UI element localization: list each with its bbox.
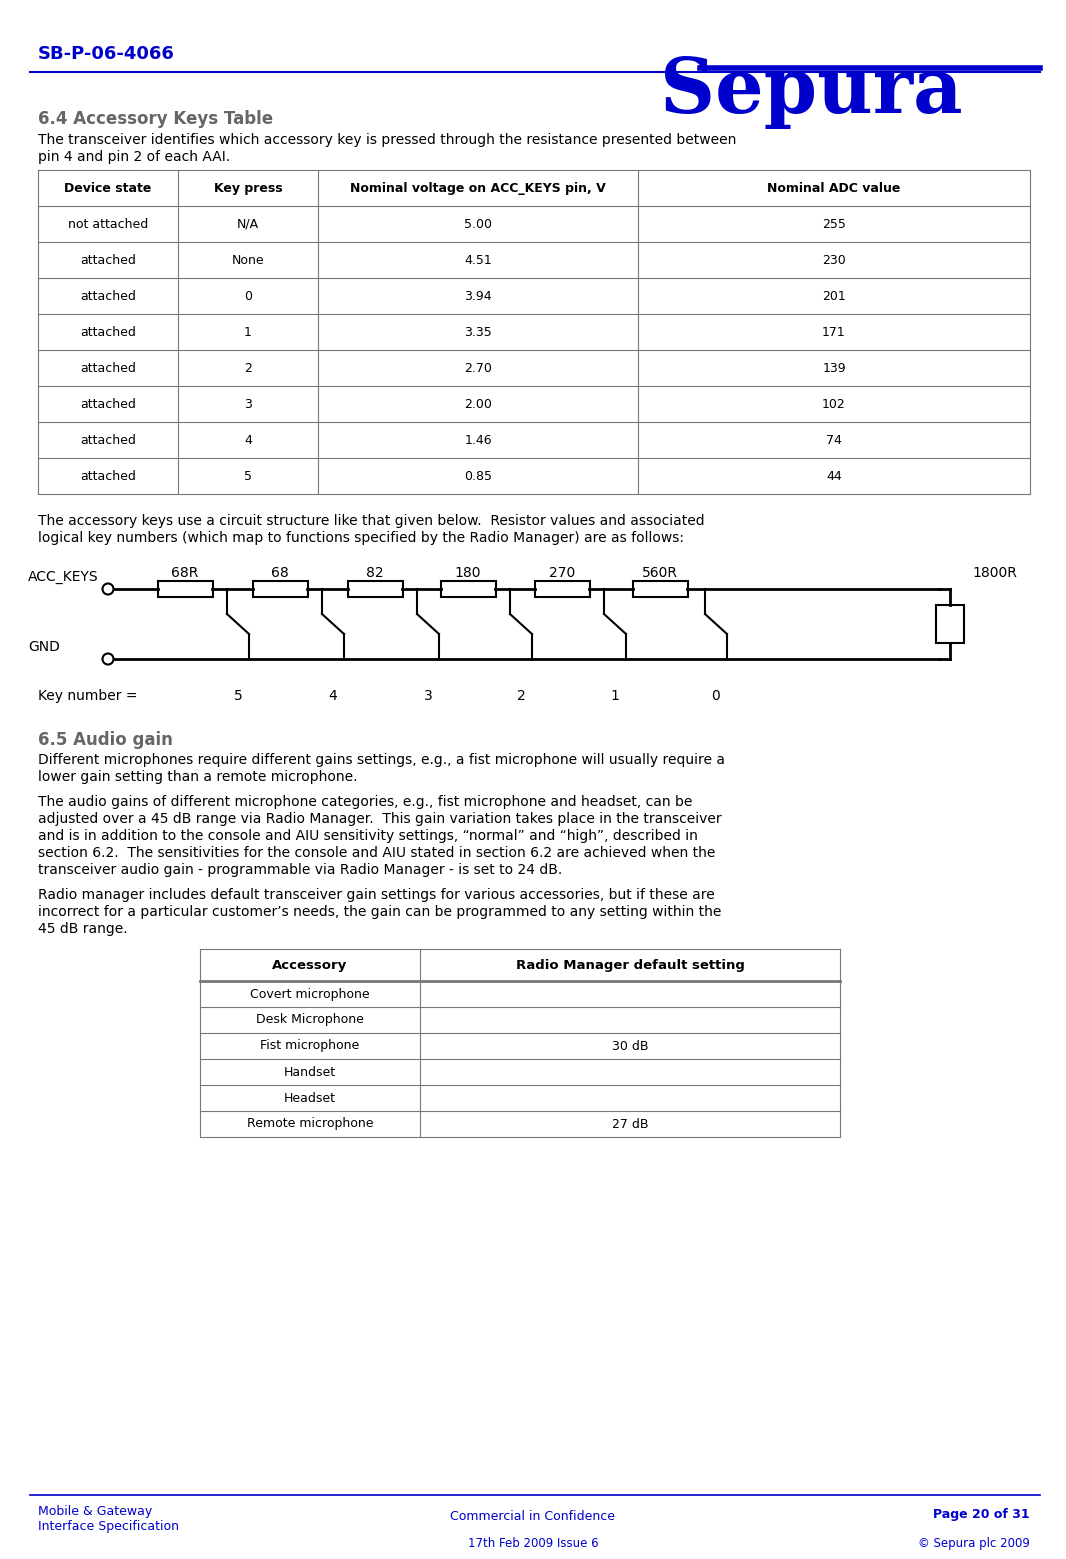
Text: 1: 1	[244, 326, 252, 338]
Text: 2: 2	[244, 362, 252, 374]
Text: The accessory keys use a circuit structure like that given below.  Resistor valu: The accessory keys use a circuit structu…	[38, 514, 705, 529]
Text: 5: 5	[244, 469, 252, 482]
Text: 2.00: 2.00	[464, 398, 491, 410]
Text: 2.70: 2.70	[464, 362, 491, 374]
Text: 230: 230	[822, 254, 846, 267]
Text: 3.35: 3.35	[464, 326, 491, 338]
Text: Desk Microphone: Desk Microphone	[256, 1013, 364, 1026]
Text: Device state: Device state	[64, 181, 151, 195]
Text: adjusted over a 45 dB range via Radio Manager.  This gain variation takes place : adjusted over a 45 dB range via Radio Ma…	[38, 812, 722, 826]
Bar	[348, 582, 403, 597]
Text: Mobile & Gateway
Interface Specification: Mobile & Gateway Interface Specification	[38, 1504, 179, 1532]
Text: N/A: N/A	[237, 218, 259, 231]
Text: pin 4 and pin 2 of each AAI.: pin 4 and pin 2 of each AAI.	[38, 150, 230, 164]
Text: Radio manager includes default transceiver gain settings for various accessories: Radio manager includes default transceiv…	[38, 889, 714, 903]
Text: ACC_KEYS: ACC_KEYS	[28, 571, 99, 585]
Text: Nominal voltage on ACC_KEYS pin, V: Nominal voltage on ACC_KEYS pin, V	[350, 181, 605, 195]
Bar	[158, 582, 213, 597]
Text: 6.5 Audio gain: 6.5 Audio gain	[38, 731, 173, 748]
Text: Accessory: Accessory	[273, 959, 348, 971]
Text: 0.85: 0.85	[464, 469, 492, 482]
Text: 6.4 Accessory Keys Table: 6.4 Accessory Keys Table	[38, 111, 273, 128]
Text: attached: attached	[80, 290, 136, 302]
Text: 1: 1	[611, 689, 619, 703]
Text: Key press: Key press	[213, 181, 282, 195]
Text: attached: attached	[80, 398, 136, 410]
Text: Covert microphone: Covert microphone	[251, 987, 370, 1001]
Text: 2: 2	[517, 689, 526, 703]
Text: 201: 201	[822, 290, 846, 302]
Text: 1800R: 1800R	[972, 566, 1017, 580]
Text: 0: 0	[712, 689, 721, 703]
Text: attached: attached	[80, 469, 136, 482]
Text: 102: 102	[822, 398, 846, 410]
Text: attached: attached	[80, 433, 136, 446]
Text: The audio gains of different microphone categories, e.g., fist microphone and he: The audio gains of different microphone …	[38, 795, 693, 809]
Text: 3.94: 3.94	[464, 290, 491, 302]
Text: Fist microphone: Fist microphone	[260, 1040, 359, 1052]
Text: incorrect for a particular customer’s needs, the gain can be programmed to any s: incorrect for a particular customer’s ne…	[38, 906, 722, 918]
Text: not attached: not attached	[68, 218, 148, 231]
Text: 4: 4	[328, 689, 337, 703]
Text: 1.46: 1.46	[464, 433, 491, 446]
Text: 5.00: 5.00	[464, 218, 492, 231]
Bar	[253, 582, 308, 597]
Text: Radio Manager default setting: Radio Manager default setting	[516, 959, 744, 971]
Text: SB-P-06-4066: SB-P-06-4066	[38, 45, 175, 62]
Text: 255: 255	[822, 218, 846, 231]
Text: attached: attached	[80, 326, 136, 338]
Text: Handset: Handset	[284, 1065, 336, 1079]
Text: 180: 180	[455, 566, 481, 580]
Text: 4.51: 4.51	[464, 254, 491, 267]
Text: 68: 68	[271, 566, 289, 580]
Text: 74: 74	[826, 433, 842, 446]
Text: attached: attached	[80, 254, 136, 267]
Text: Sepura: Sepura	[660, 55, 963, 129]
Text: attached: attached	[80, 362, 136, 374]
Bar	[441, 582, 496, 597]
Text: None: None	[231, 254, 264, 267]
Text: 139: 139	[822, 362, 845, 374]
Text: section 6.2.  The sensitivities for the console and AIU stated in section 6.2 ar: section 6.2. The sensitivities for the c…	[38, 847, 715, 861]
Text: 17th Feb 2009 Issue 6: 17th Feb 2009 Issue 6	[468, 1537, 598, 1550]
Text: 3: 3	[244, 398, 252, 410]
Text: 30 dB: 30 dB	[612, 1040, 648, 1052]
Text: 68R: 68R	[172, 566, 198, 580]
Text: GND: GND	[28, 641, 60, 653]
Text: Key number =: Key number =	[38, 689, 138, 703]
Text: transceiver audio gain - programmable via Radio Manager - is set to 24 dB.: transceiver audio gain - programmable vi…	[38, 864, 562, 878]
Text: 270: 270	[549, 566, 576, 580]
Text: 44: 44	[826, 469, 842, 482]
Text: 171: 171	[822, 326, 846, 338]
Text: 45 dB range.: 45 dB range.	[38, 921, 128, 935]
Text: Different microphones require different gains settings, e.g., a fist microphone : Different microphones require different …	[38, 753, 725, 767]
Text: logical key numbers (which map to functions specified by the Radio Manager) are : logical key numbers (which map to functi…	[38, 532, 684, 546]
Text: Headset: Headset	[284, 1091, 336, 1104]
Text: Nominal ADC value: Nominal ADC value	[768, 181, 901, 195]
Text: © Sepura plc 2009: © Sepura plc 2009	[918, 1537, 1030, 1550]
Bar	[633, 582, 688, 597]
Text: 5: 5	[233, 689, 242, 703]
Text: 82: 82	[367, 566, 384, 580]
Text: lower gain setting than a remote microphone.: lower gain setting than a remote microph…	[38, 770, 357, 784]
Text: 0: 0	[244, 290, 252, 302]
Text: 3: 3	[423, 689, 433, 703]
Text: The transceiver identifies which accessory key is pressed through the resistance: The transceiver identifies which accesso…	[38, 133, 737, 147]
Text: and is in addition to the console and AIU sensitivity settings, “normal” and “hi: and is in addition to the console and AI…	[38, 829, 698, 843]
Text: 560R: 560R	[642, 566, 678, 580]
Bar	[535, 582, 589, 597]
Text: 4: 4	[244, 433, 252, 446]
Text: 27 dB: 27 dB	[612, 1118, 648, 1130]
Text: Remote microphone: Remote microphone	[246, 1118, 373, 1130]
Text: Page 20 of 31: Page 20 of 31	[934, 1508, 1030, 1522]
Bar	[936, 605, 964, 644]
Text: Commercial in Confidence: Commercial in Confidence	[451, 1511, 615, 1523]
